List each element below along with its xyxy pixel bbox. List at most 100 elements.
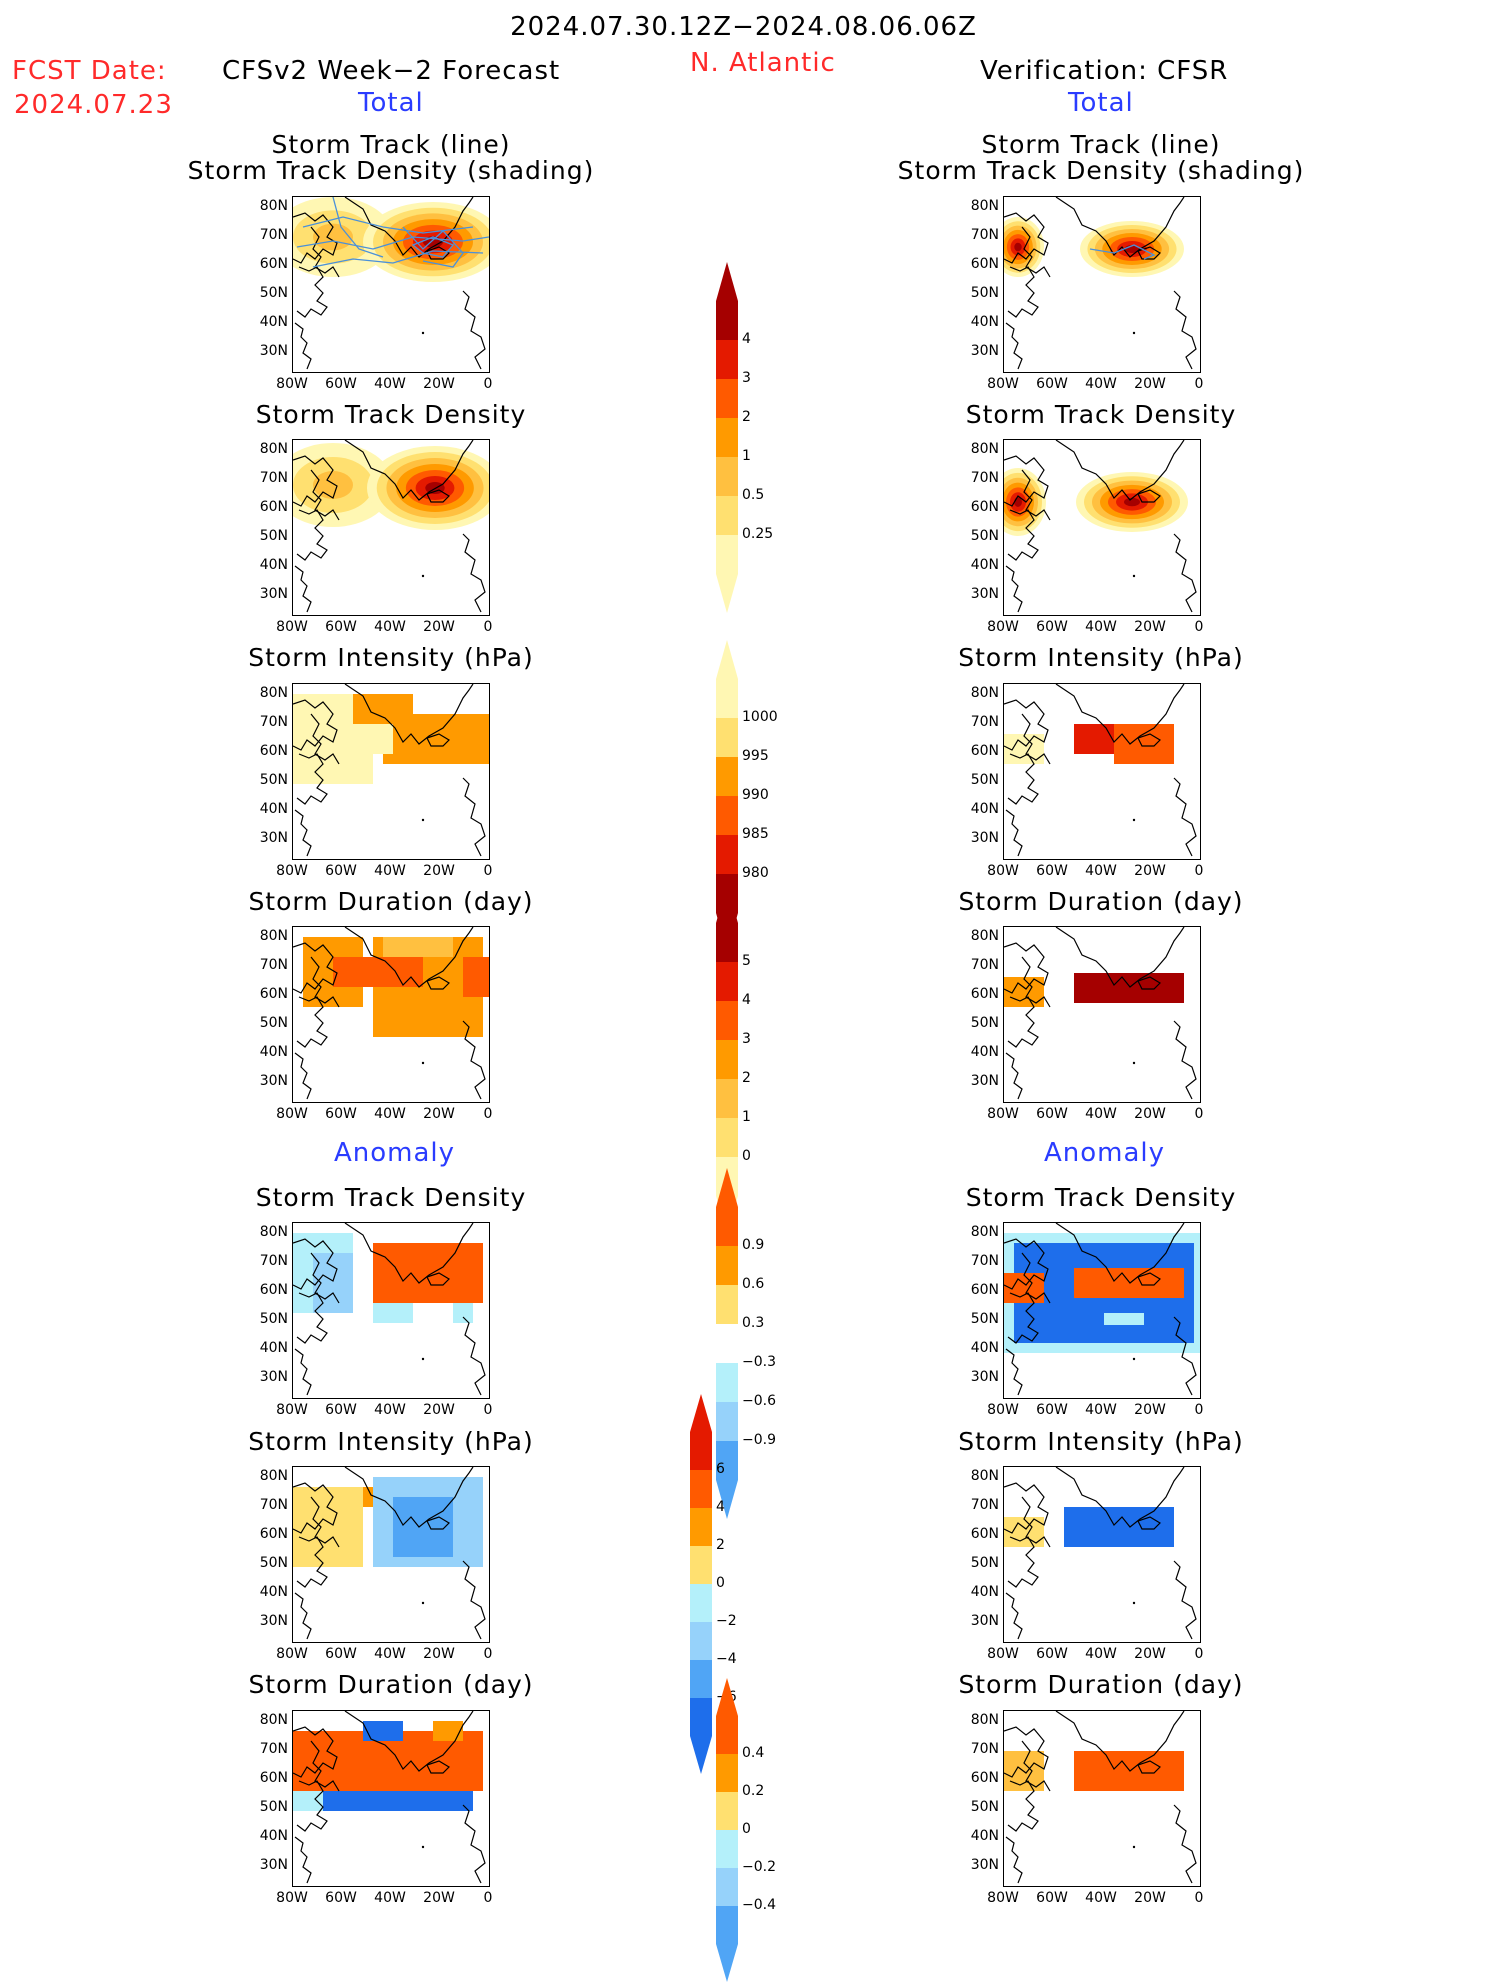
colorbar-tick-label: −2 [716,1613,737,1629]
lat-label: 60N [259,1770,288,1786]
lon-label: 60W [325,619,357,635]
region-label: N. Atlantic [690,48,836,78]
lon-label: 20W [1134,376,1166,392]
lat-label: 60N [259,743,288,759]
lon-label: 60W [325,1402,357,1418]
lon-label: 80W [987,1402,1019,1418]
map-canvas [1004,927,1197,1100]
lat-label: 40N [970,557,999,573]
lon-label: 20W [423,619,455,635]
lon-label: 0 [1194,619,1204,635]
right-anom-intensity-title: Storm Intensity (hPa) [958,1427,1244,1456]
colorbar-tick-label: 0 [742,1821,751,1837]
lat-label: 70N [970,1253,999,1269]
map-canvas [1004,684,1197,857]
lat-label: 40N [259,1584,288,1600]
lat-label: 40N [970,801,999,817]
left-anom-duration-map [292,1710,490,1887]
lon-label: 0 [483,1890,493,1906]
right-anom-density-map [1003,1222,1201,1399]
colorbar-tick-label: 0.3 [742,1315,765,1331]
lon-label: 60W [1036,863,1068,879]
right-track-map [1003,196,1201,373]
right-intensity-title: Storm Intensity (hPa) [958,643,1244,672]
lat-label: 80N [970,685,999,701]
lat-label: 50N [259,772,288,788]
lon-label: 80W [276,619,308,635]
map-canvas [1004,1223,1200,1396]
lat-label: 70N [259,227,288,243]
lon-label: 40W [1085,376,1117,392]
right-anom-density-title: Storm Track Density [965,1183,1237,1212]
left-anom-intensity-title: Storm Intensity (hPa) [248,1427,534,1456]
lat-label: 50N [259,1311,288,1327]
lat-label: 80N [970,928,999,944]
lon-label: 80W [987,1890,1019,1906]
lon-label: 40W [374,1106,406,1122]
colorbar-tick-label: 0.2 [742,1783,765,1799]
lat-label: 70N [259,1253,288,1269]
left-anom-density-map [292,1222,490,1399]
colorbar-tick-label: 4 [742,331,751,347]
left-track-shading-title: Storm Track Density (shading) [187,156,595,185]
colorbar-swatches [716,884,738,1235]
lat-label: 60N [970,256,999,272]
lat-label: 30N [970,1857,999,1873]
map-canvas [293,684,489,857]
left-total-label: Total [358,88,424,118]
lon-label: 0 [483,1106,493,1122]
lat-label: 30N [970,586,999,602]
lat-label: 30N [970,1613,999,1629]
lon-label: 20W [423,1890,455,1906]
colorbar-swatches [690,1394,712,1774]
lon-label: 20W [1134,1646,1166,1662]
lon-label: 40W [374,863,406,879]
colorbar-tick-label: −4 [716,1651,737,1667]
lat-label: 80N [259,685,288,701]
colorbar-tick-label: 985 [742,826,769,842]
lat-label: 30N [259,1369,288,1385]
right-anom-duration-map [1003,1710,1201,1887]
lon-label: 20W [423,863,455,879]
lat-label: 50N [259,528,288,544]
lat-label: 80N [259,928,288,944]
colorbar-tick-label: 0.9 [742,1237,765,1253]
colorbar-tick-label: −0.2 [742,1859,776,1875]
left-anom-intensity-map [292,1466,490,1643]
colorbar-swatches [716,1168,738,1519]
lat-label: 40N [970,1828,999,1844]
lon-label: 40W [1085,1646,1117,1662]
left-track-line-title: Storm Track (line) [271,130,511,159]
colorbar-tick-label: 6 [716,1461,725,1477]
lon-label: 20W [423,1646,455,1662]
date-range-title: 2024.07.30.12Z−2024.08.06.06Z [510,12,977,42]
colorbar-tick-label: −0.4 [742,1897,776,1913]
lon-label: 80W [276,1402,308,1418]
lat-label: 30N [259,1613,288,1629]
lon-label: 40W [374,1646,406,1662]
colorbar-tick-label: 0.6 [742,1276,765,1292]
lat-label: 40N [259,1340,288,1356]
left-density-title: Storm Track Density [255,400,527,429]
lat-label: 70N [259,1741,288,1757]
map-canvas [1004,440,1197,613]
lat-label: 70N [259,957,288,973]
lat-label: 70N [970,714,999,730]
lon-label: 60W [325,1646,357,1662]
lat-label: 80N [970,1224,999,1240]
lat-label: 30N [970,343,999,359]
lat-label: 80N [970,198,999,214]
right-track-line-title: Storm Track (line) [981,130,1221,159]
lon-label: 60W [1036,376,1068,392]
lat-label: 50N [970,1799,999,1815]
lat-label: 40N [970,314,999,330]
map-canvas [293,927,489,1100]
lon-label: 40W [1085,619,1117,635]
colorbar-tick-label: 4 [716,1499,725,1515]
lat-label: 40N [970,1584,999,1600]
lon-label: 20W [423,1106,455,1122]
lon-label: 40W [1085,1890,1117,1906]
lon-label: 40W [374,1402,406,1418]
lon-label: 60W [325,1890,357,1906]
lat-label: 70N [970,470,999,486]
